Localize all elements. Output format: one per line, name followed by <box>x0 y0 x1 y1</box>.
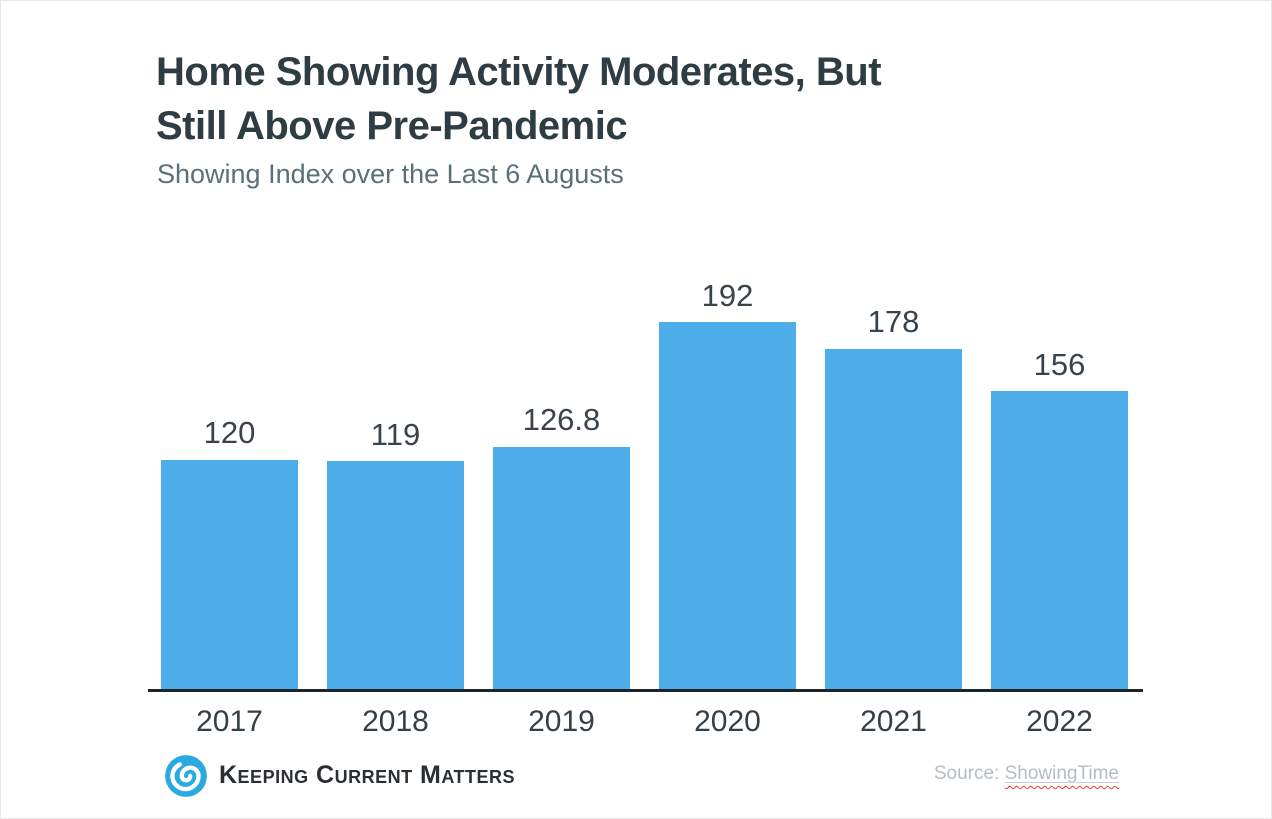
bar-value-label: 178 <box>867 304 920 340</box>
source-label: Source: <box>933 763 1005 784</box>
source-attribution: Source: ShowingTime <box>934 763 1119 785</box>
x-axis-tick-label: 2019 <box>528 705 595 738</box>
bar-value-label: 126.8 <box>522 402 601 438</box>
chart-title: Home Showing Activity Moderates, But Sti… <box>156 45 882 153</box>
x-axis-tick-label: 2020 <box>694 705 761 738</box>
bar-column: 119 <box>327 418 464 689</box>
bars-plot-area: 120 119 126.8 192 178 156 <box>148 239 1143 689</box>
brand-name: Keeping Current Matters <box>219 761 516 789</box>
chart-subtitle: Showing Index over the Last 6 Augusts <box>157 159 624 189</box>
x-axis-labels: 2017 2018 2019 2020 2021 2022 <box>148 705 1143 739</box>
x-axis-line <box>148 689 1143 692</box>
source-link[interactable]: ShowingTime <box>1004 763 1119 784</box>
kcm-swirl-icon <box>165 754 207 797</box>
bar-chart: 120 119 126.8 192 178 156 2017 2018 2019 2020 202… <box>148 239 1143 739</box>
bar-column: 126.8 <box>493 403 630 689</box>
chart-title-line2: Still Above Pre-Pandemic <box>156 104 628 148</box>
bar <box>327 461 464 689</box>
x-axis-tick-label: 2021 <box>860 705 927 738</box>
bar-column: 192 <box>659 277 796 689</box>
bar-column: 178 <box>825 305 962 689</box>
bar-value-label: 120 <box>203 415 256 451</box>
x-axis-tick-label: 2022 <box>1026 705 1093 738</box>
bar-value-label: 156 <box>1033 346 1086 382</box>
bar <box>825 348 962 689</box>
brand-lockup: Keeping Current Matters <box>163 752 515 799</box>
bar-value-label: 192 <box>701 277 754 313</box>
x-axis-tick-label: 2017 <box>196 705 263 738</box>
bar-column: 156 <box>991 346 1128 689</box>
x-axis-tick-label: 2018 <box>362 705 429 738</box>
chart-title-line1: Home Showing Activity Moderates, But <box>156 50 882 94</box>
bar <box>991 390 1128 689</box>
source-misspell-underline: ShowingTime <box>1005 763 1119 784</box>
bar <box>659 321 796 689</box>
bar <box>493 446 630 689</box>
bar-column: 120 <box>161 416 298 689</box>
bar-value-label: 119 <box>370 417 421 453</box>
bar <box>161 459 298 689</box>
